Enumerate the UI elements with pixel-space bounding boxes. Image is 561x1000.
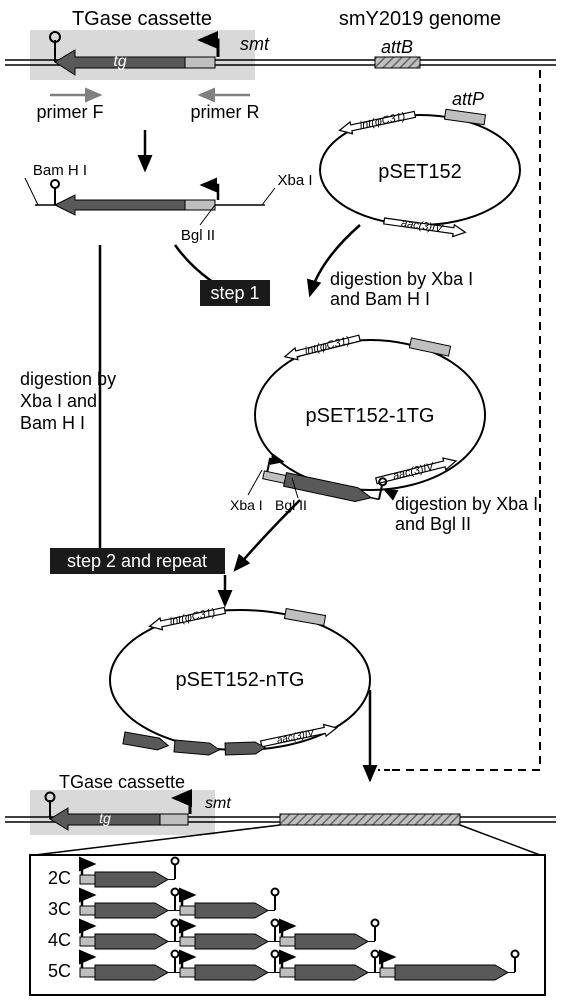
svg-text:pSET152-1TG: pSET152-1TG xyxy=(306,405,435,427)
promoter-top xyxy=(185,57,215,68)
dig-xba-bgl-arrow xyxy=(385,490,395,495)
tg-label-top: tg xyxy=(113,53,126,70)
tg-label-bot: tg xyxy=(99,810,111,826)
tgase-box-top xyxy=(30,30,255,80)
dig-xba-bgl-label: digestion by Xba Iand Bgl II xyxy=(395,494,538,534)
c5-label: 5C xyxy=(48,961,71,981)
attB-label: attB xyxy=(381,37,413,57)
pcr-product xyxy=(35,180,265,215)
step2-label: step 2 and repeat xyxy=(67,551,207,571)
svg-text:int(φC31): int(φC31) xyxy=(359,110,407,131)
c3-label: 3C xyxy=(48,899,71,919)
promoter-bot xyxy=(160,814,188,825)
primerR-label: primer R xyxy=(190,102,259,122)
svg-text:aac(3)IV: aac(3)IV xyxy=(400,217,444,235)
svg-text:attP: attP xyxy=(452,89,484,109)
dig-xba-bam-label: digestion by Xba Iand Bam H I xyxy=(330,269,473,309)
xbaI-leader-1tg xyxy=(248,470,262,495)
pSET152-plasmid: pSET152 int(φC31) attP aac(3)IV xyxy=(320,89,520,238)
step1-label: step 1 xyxy=(210,283,259,303)
integrated-segment xyxy=(280,814,460,825)
row-4c xyxy=(80,920,379,950)
smY2019-label: smY2019 genome xyxy=(339,8,501,30)
row-5c xyxy=(80,951,519,981)
zoom-right xyxy=(460,825,540,855)
svg-text:int(φC31): int(φC31) xyxy=(169,606,217,627)
row-2c xyxy=(80,858,179,888)
c2-label: 2C xyxy=(48,868,71,888)
svg-text:pSET152: pSET152 xyxy=(378,161,461,183)
xbaI-1tg-label: Xba I xyxy=(230,497,263,513)
pSET152-nTG-plasmid: pSET152-nTG int(φC31) aac(3)IV xyxy=(110,604,370,755)
tgase-title-top: TGase cassette xyxy=(72,8,212,30)
primerF-label: primer F xyxy=(37,102,104,122)
attB-segment xyxy=(375,57,420,68)
c4-label: 4C xyxy=(48,930,71,950)
bamHI-label-pcr: Bam H I xyxy=(33,162,87,179)
dig-left-label: digestion byXba I andBam H I xyxy=(20,369,116,433)
tgase-title-bot: TGase cassette xyxy=(59,772,185,792)
svg-text:int(φC31): int(φC31) xyxy=(304,335,352,358)
xbaI-label-pcr: Xba I xyxy=(277,172,312,189)
pSET152-1TG-plasmid: pSET152-1TG int(φC31) aac(3)IV xyxy=(255,332,485,507)
bamHI-leader-pcr xyxy=(25,178,38,205)
bglII-label-pcr: Bgl II xyxy=(181,227,215,244)
xbaI-leader-pcr xyxy=(262,188,275,205)
row-3c xyxy=(80,889,279,919)
smt-label-top: smt xyxy=(240,34,270,54)
smt-label-bot: smt xyxy=(205,795,231,812)
svg-text:pSET152-nTG: pSET152-nTG xyxy=(176,669,305,691)
